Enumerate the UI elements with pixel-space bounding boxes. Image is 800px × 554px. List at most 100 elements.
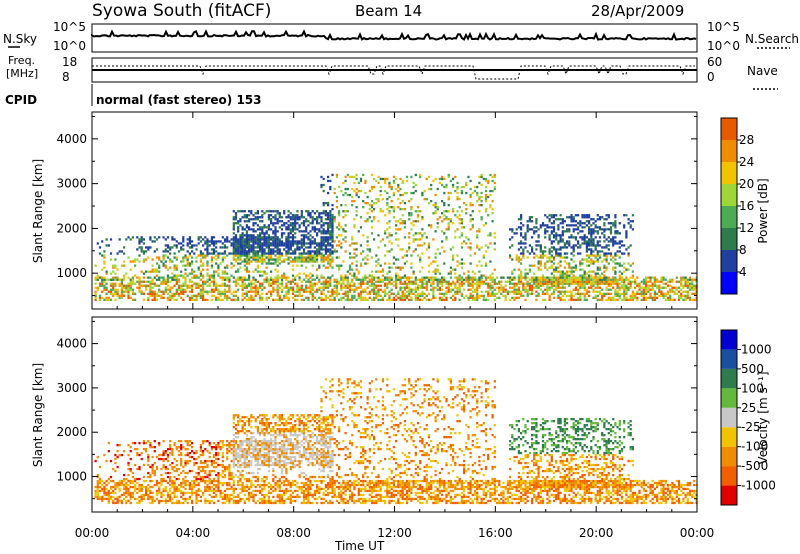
echo-cell [206, 240, 209, 243]
echo-cell [206, 274, 209, 277]
echo-cell [103, 254, 106, 257]
echo-cell [140, 238, 143, 241]
echo-cell [541, 278, 545, 281]
echo-cell [131, 475, 134, 479]
echo-cell [588, 222, 591, 225]
echo-cell [669, 290, 672, 293]
echo-cell [149, 236, 152, 239]
y-tick-label: 1000 [56, 266, 87, 280]
echo-cell [252, 276, 255, 279]
echo-cell [467, 246, 470, 249]
echo-cell [561, 294, 564, 297]
echo-cell [280, 224, 284, 227]
echo-cell [370, 226, 374, 229]
echo-cell [177, 278, 181, 281]
echo-cell [640, 292, 643, 295]
echo-cell [307, 238, 310, 241]
echo-cell [607, 288, 610, 291]
echo-cell [381, 280, 384, 283]
echo-cell [138, 487, 141, 491]
echo-cell [370, 270, 374, 273]
echo-cell [112, 288, 115, 291]
echo-cell [377, 288, 380, 291]
echo-cell [140, 493, 143, 497]
echo-cell [561, 282, 564, 285]
echo-cell [377, 270, 380, 273]
echo-cell [634, 296, 637, 299]
echo-cell [660, 292, 663, 295]
echo-cell [140, 292, 143, 295]
echo-cell [452, 288, 455, 291]
echo-cell [153, 298, 156, 301]
echo-cell [469, 220, 472, 223]
echo-cell [215, 284, 218, 287]
echo-cell [515, 228, 518, 231]
echo-cell [355, 187, 358, 191]
echo-cell [197, 254, 200, 257]
echo-cell [248, 278, 251, 281]
echo-cell [265, 272, 268, 275]
echo-cell [436, 187, 439, 191]
echo-cell [594, 226, 597, 229]
echo-cell [572, 260, 575, 263]
echo-cell [116, 485, 119, 489]
echo-cell [136, 451, 139, 455]
echo-cell [552, 228, 556, 231]
echo-cell [566, 274, 569, 277]
echo-cell [316, 216, 319, 219]
echo-cell [495, 286, 499, 289]
echo-cell [212, 276, 216, 279]
echo-cell [557, 262, 560, 265]
echo-cell [245, 254, 248, 257]
echo-cell [340, 204, 343, 207]
echo-cell [568, 228, 571, 231]
echo-cell [278, 214, 281, 217]
echo-cell [287, 280, 290, 283]
echo-cell [579, 276, 582, 279]
echo-cell [476, 278, 479, 281]
echo-cell [239, 258, 242, 261]
echo-cell [331, 222, 334, 225]
echo-cell [680, 276, 683, 279]
echo-cell [324, 256, 327, 259]
echo-cell [151, 278, 154, 281]
echo-cell [237, 254, 240, 257]
echo-cell [252, 250, 255, 253]
echo-cell [590, 248, 593, 251]
echo-cell [618, 294, 621, 297]
echo-cell [320, 224, 323, 227]
cpid-value: normal (fast stereo) 153 [96, 93, 262, 107]
echo-cell [677, 280, 681, 283]
echo-cell [458, 206, 461, 209]
echo-cell [259, 258, 262, 261]
echo-cell [471, 224, 474, 227]
echo-cell [256, 264, 259, 267]
echo-cell [401, 181, 404, 185]
echo-cell [344, 276, 347, 279]
echo-cell [169, 252, 172, 255]
echo-cell [131, 280, 134, 283]
echo-cell [579, 284, 582, 287]
echo-cell [598, 266, 602, 269]
echo-cell [620, 278, 624, 281]
echo-cell [171, 448, 174, 451]
echo-cell [265, 280, 268, 283]
echo-cell [460, 278, 463, 281]
echo-cell [351, 195, 354, 199]
echo-cell [528, 228, 531, 231]
echo-cell [254, 238, 257, 241]
echo-cell [338, 280, 341, 283]
echo-cell [471, 282, 474, 285]
echo-cell [594, 286, 597, 289]
echo-cell [399, 177, 402, 181]
echo-cell [548, 220, 551, 223]
echo-cell [305, 260, 308, 263]
echo-cell [627, 282, 630, 285]
echo-cell [267, 228, 270, 231]
echo-cell [206, 238, 209, 241]
echo-cell [421, 228, 424, 231]
echo-cell [609, 238, 613, 241]
echo-cell [215, 262, 218, 265]
echo-cell [390, 282, 393, 285]
echo-cell [351, 200, 354, 203]
